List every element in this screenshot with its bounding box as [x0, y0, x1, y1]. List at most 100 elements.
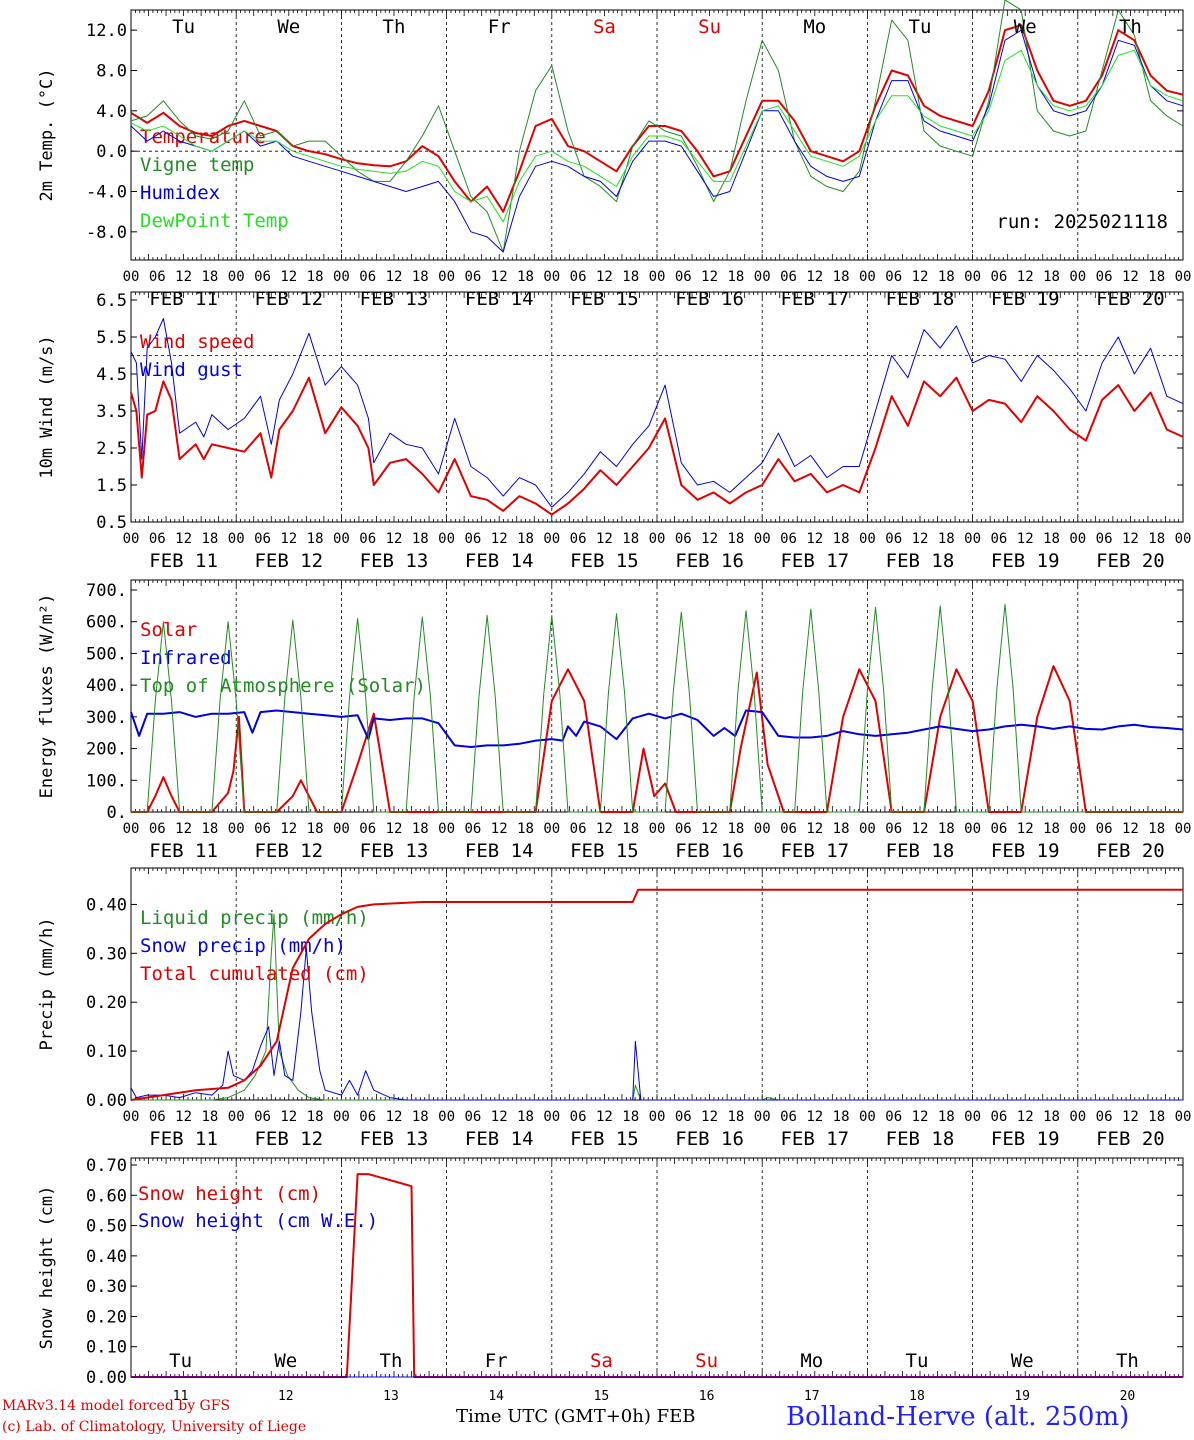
series-line-2 [130, 0, 1184, 253]
day-number: 11 [173, 1389, 189, 1404]
legend-entry: Solar [140, 619, 197, 641]
hour-label: 12 [175, 821, 192, 837]
hour-label: 18 [201, 269, 218, 285]
hour-label: 18 [622, 531, 639, 547]
hour-label: 12 [912, 269, 929, 285]
hour-label: 12 [280, 531, 297, 547]
hour-label: 00 [123, 1109, 140, 1125]
y-tick-label: 0.40 [86, 1247, 127, 1267]
hour-label: 18 [412, 1109, 429, 1125]
weekday-label: Tu [172, 16, 195, 38]
y-tick-label: 4.0 [96, 102, 127, 122]
hour-label: 00 [333, 269, 350, 285]
date-label: FEB 19 [991, 288, 1060, 310]
hour-label: 12 [491, 821, 508, 837]
hour-label: 18 [412, 821, 429, 837]
hour-label: 06 [149, 1109, 166, 1125]
y-tick-label: 0.20 [86, 993, 127, 1013]
hour-label: 00 [649, 531, 666, 547]
date-label: FEB 19 [991, 1128, 1060, 1150]
weekday-label: Tu [909, 16, 932, 38]
legend-entry: Liquid precip (mm/h) [140, 907, 369, 929]
y-tick-label: 0.00 [86, 1091, 127, 1111]
weekday-label: Sa [593, 16, 616, 38]
weekday-label: Th [1116, 1350, 1139, 1372]
hour-label: 18 [727, 1109, 744, 1125]
weekday-label: Tu [169, 1350, 192, 1372]
day-number: 15 [594, 1389, 610, 1404]
legend-entry: Total cumulated (cm) [140, 963, 369, 985]
series-line-2 [130, 709, 1184, 748]
hour-label: 18 [938, 531, 955, 547]
y-tick-label: 1.5 [96, 476, 127, 496]
hour-label: 18 [1148, 821, 1165, 837]
date-label: FEB 16 [675, 288, 744, 310]
hour-label: 00 [754, 531, 771, 547]
hour-label: 06 [885, 269, 902, 285]
y-tick-label: 6.5 [96, 291, 127, 311]
hour-label: 12 [280, 1109, 297, 1125]
hour-label: 18 [1148, 531, 1165, 547]
date-label: FEB 18 [886, 550, 955, 572]
date-label: FEB 19 [991, 840, 1060, 862]
hour-label: 18 [307, 821, 324, 837]
hour-label: 00 [123, 269, 140, 285]
hour-label: 12 [1122, 269, 1139, 285]
y-tick-label: 3.5 [96, 402, 127, 422]
hour-label: 06 [359, 821, 376, 837]
panel-2: 0.5 1.5 2.5 3.5 4.5 5.5 6.5 10m Wind (m/s) Wind … [37, 291, 1191, 572]
hour-label: 18 [201, 821, 218, 837]
weekday-label: We [1014, 16, 1037, 38]
hour-label: 06 [885, 821, 902, 837]
weekday-label: Th [383, 16, 406, 38]
hour-label: 12 [175, 1109, 192, 1125]
hour-label: 18 [833, 269, 850, 285]
date-label: FEB 17 [780, 288, 849, 310]
hour-label: 18 [201, 1109, 218, 1125]
hour-label: 06 [464, 1109, 481, 1125]
date-label: FEB 16 [675, 1128, 744, 1150]
y-axis-label: Energy fluxes (W/m²) [37, 594, 57, 799]
date-label: FEB 15 [570, 550, 639, 572]
hour-label: 00 [543, 821, 560, 837]
hour-label: 00 [964, 821, 981, 837]
hour-label: 18 [1148, 269, 1165, 285]
date-label: FEB 17 [780, 1128, 849, 1150]
hour-label: 18 [727, 531, 744, 547]
weekday-label: Mo [800, 1350, 823, 1372]
hour-label: 12 [596, 531, 613, 547]
panel-4: 0.00 0.10 0.20 0.30 0.40 Precip (mm/h) Liquid … [37, 867, 1191, 1150]
hour-label: 12 [806, 1109, 823, 1125]
hour-label: 18 [307, 531, 324, 547]
hour-label: 00 [333, 1109, 350, 1125]
hour-label: 00 [228, 821, 245, 837]
hour-label: 06 [990, 821, 1007, 837]
hour-label: 06 [780, 1109, 797, 1125]
weekday-label: Su [695, 1350, 718, 1372]
date-label: FEB 11 [149, 288, 218, 310]
series-line-1 [131, 1173, 1183, 1378]
y-tick-label: 0.60 [86, 1186, 127, 1206]
weekday-label: Fr [488, 16, 511, 38]
date-label: FEB 11 [149, 1128, 218, 1150]
hour-label: 18 [833, 531, 850, 547]
hour-label: 12 [596, 821, 613, 837]
date-label: FEB 18 [886, 288, 955, 310]
hour-label: 12 [912, 821, 929, 837]
station-label: Bolland-Herve (alt. 250m) [786, 1402, 1130, 1432]
hour-label: 00 [123, 531, 140, 547]
hour-label: 12 [1017, 269, 1034, 285]
date-label: FEB 14 [465, 840, 534, 862]
day-number: 18 [909, 1389, 925, 1404]
hour-label: 00 [859, 531, 876, 547]
hour-label: 00 [1175, 531, 1192, 547]
hour-label: 00 [754, 1109, 771, 1125]
date-label: FEB 20 [1096, 1128, 1165, 1150]
hour-label: 12 [596, 1109, 613, 1125]
hour-label: 18 [622, 1109, 639, 1125]
hour-label: 00 [438, 269, 455, 285]
y-tick-label: 300. [86, 708, 127, 728]
hour-label: 06 [464, 821, 481, 837]
date-label: FEB 13 [360, 288, 429, 310]
hour-label: 18 [307, 269, 324, 285]
